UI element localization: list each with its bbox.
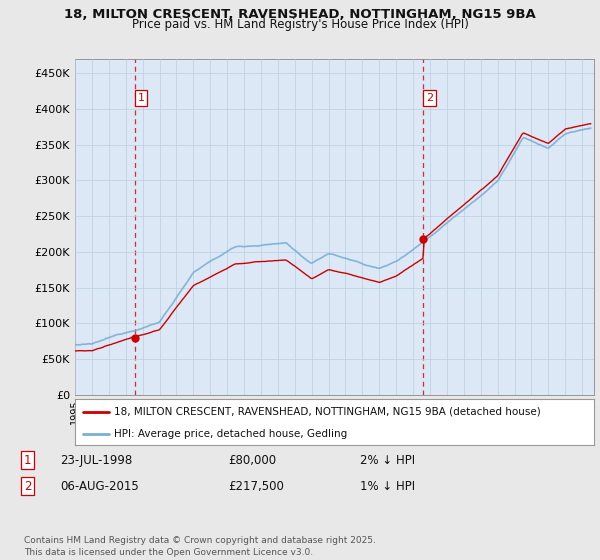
Text: 06-AUG-2015: 06-AUG-2015 xyxy=(60,479,139,493)
Text: 2% ↓ HPI: 2% ↓ HPI xyxy=(360,454,415,467)
Text: HPI: Average price, detached house, Gedling: HPI: Average price, detached house, Gedl… xyxy=(114,429,347,438)
Text: £217,500: £217,500 xyxy=(228,479,284,493)
Text: £80,000: £80,000 xyxy=(228,454,276,467)
Text: Contains HM Land Registry data © Crown copyright and database right 2025.
This d: Contains HM Land Registry data © Crown c… xyxy=(24,536,376,557)
Text: 2: 2 xyxy=(24,479,32,493)
Text: 2: 2 xyxy=(426,93,433,103)
Text: 23-JUL-1998: 23-JUL-1998 xyxy=(60,454,132,467)
Text: 1% ↓ HPI: 1% ↓ HPI xyxy=(360,479,415,493)
Text: 18, MILTON CRESCENT, RAVENSHEAD, NOTTINGHAM, NG15 9BA (detached house): 18, MILTON CRESCENT, RAVENSHEAD, NOTTING… xyxy=(114,407,541,417)
Text: 1: 1 xyxy=(138,93,145,103)
Text: Price paid vs. HM Land Registry's House Price Index (HPI): Price paid vs. HM Land Registry's House … xyxy=(131,18,469,31)
Text: 1: 1 xyxy=(24,454,32,467)
Text: 18, MILTON CRESCENT, RAVENSHEAD, NOTTINGHAM, NG15 9BA: 18, MILTON CRESCENT, RAVENSHEAD, NOTTING… xyxy=(64,8,536,21)
